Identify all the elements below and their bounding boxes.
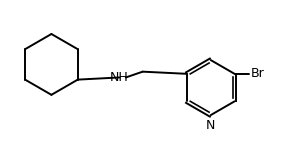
Text: Br: Br: [250, 67, 264, 80]
Text: N: N: [206, 119, 216, 132]
Text: NH: NH: [110, 71, 129, 84]
